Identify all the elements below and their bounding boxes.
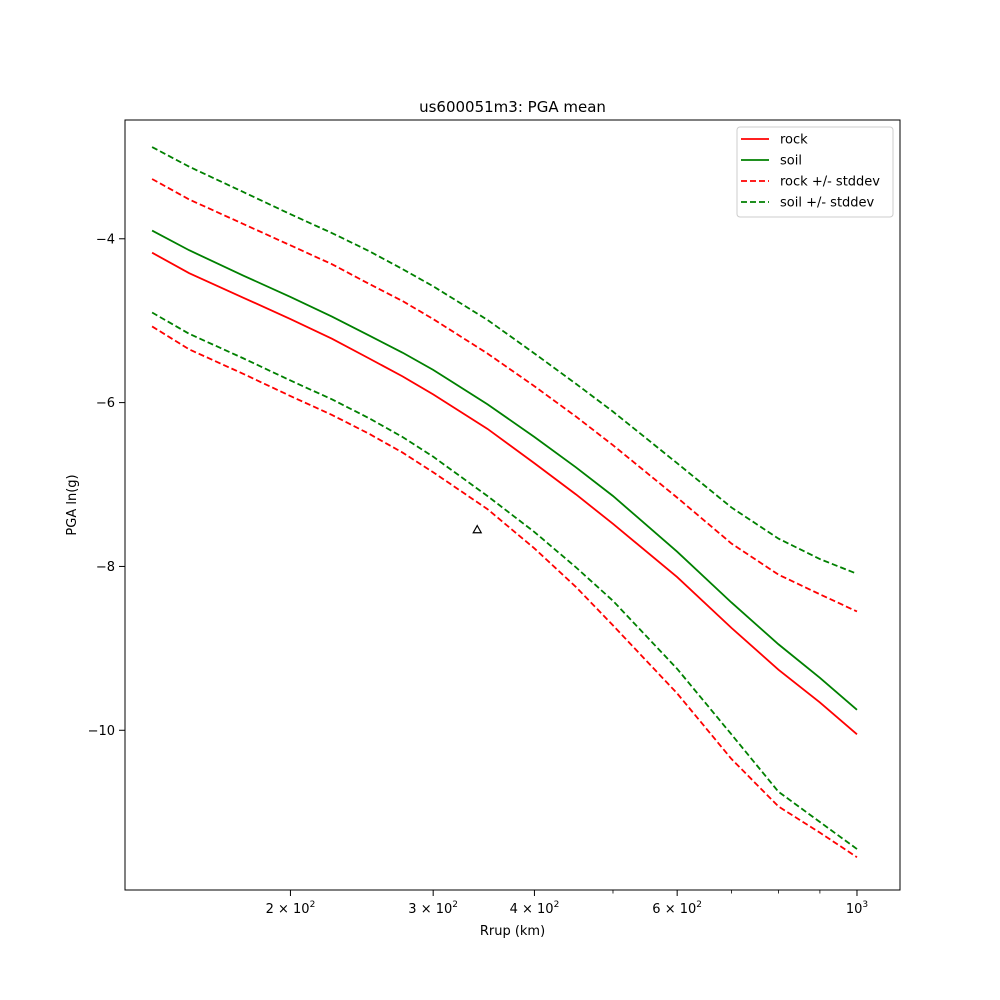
y-tick-label: −10 bbox=[88, 724, 115, 739]
series-line-series-4-4 bbox=[151, 325, 858, 858]
legend: rock soil rock +/- stddev soil +/- stddev bbox=[736, 126, 894, 218]
series-line-soil-stddev-3 bbox=[151, 146, 858, 575]
axes: 2 × 102 3 × 102 4 × 102 6 × 102 103 −4 −6 −8 −10 bbox=[88, 119, 901, 917]
x-tick-label: 4 × 102 bbox=[510, 900, 560, 917]
legend-label: rock bbox=[780, 133, 808, 148]
series-line-soil-1 bbox=[151, 229, 858, 711]
y-tick-label: −4 bbox=[96, 232, 115, 247]
plot-frame bbox=[124, 119, 901, 891]
legend-label: soil +/- stddev bbox=[780, 196, 875, 211]
series-line-rock-stddev-2 bbox=[151, 178, 858, 613]
x-tick-label: 2 × 102 bbox=[266, 900, 316, 917]
legend-label: rock +/- stddev bbox=[780, 175, 880, 190]
x-tick-label: 6 × 102 bbox=[652, 900, 702, 917]
plot-area bbox=[151, 146, 858, 858]
y-axis-label: PGA ln(g) bbox=[65, 474, 80, 535]
legend-box bbox=[736, 126, 894, 218]
y-tick-label: −6 bbox=[96, 396, 115, 411]
y-tick-label: −8 bbox=[96, 560, 115, 575]
series-line-rock-0 bbox=[151, 251, 858, 736]
x-tick-label: 3 × 102 bbox=[408, 900, 458, 917]
x-axis-label: Rrup (km) bbox=[480, 924, 545, 939]
chart-title: us600051m3: PGA mean bbox=[419, 98, 606, 116]
series-line-series-5-5 bbox=[151, 311, 858, 850]
observation-marker bbox=[472, 524, 483, 534]
legend-label: soil bbox=[780, 154, 802, 169]
x-tick-label: 103 bbox=[846, 900, 868, 917]
